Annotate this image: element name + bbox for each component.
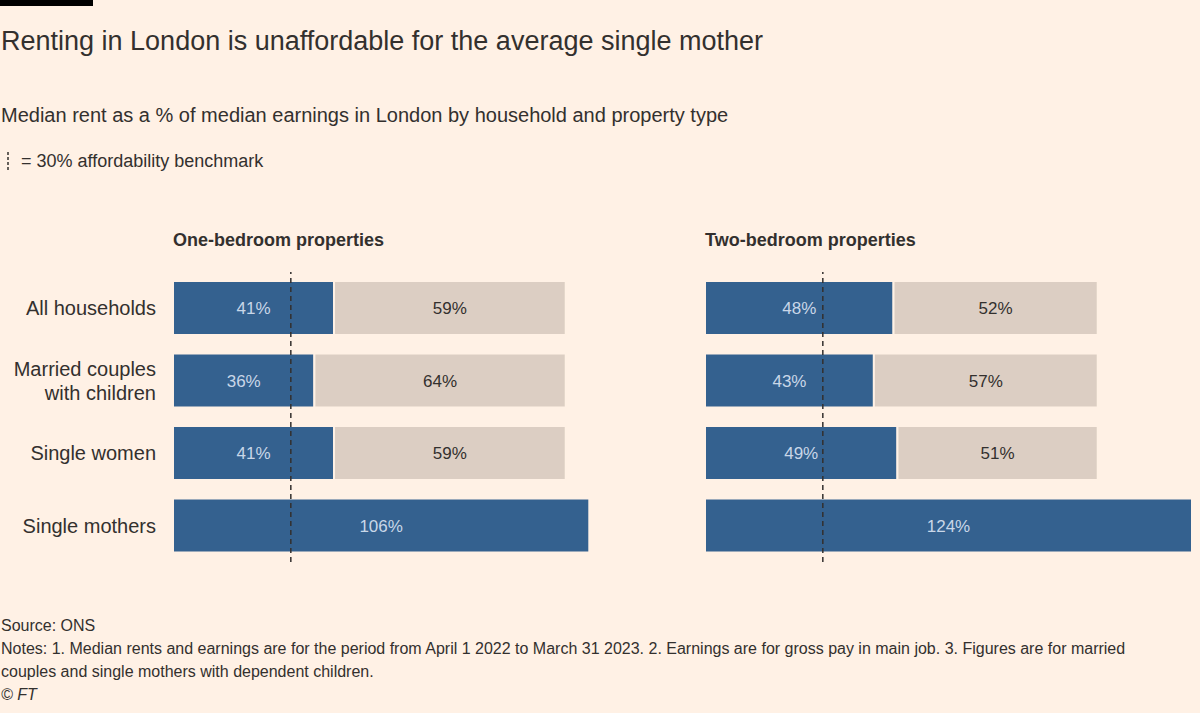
svg-text:Single mothers: Single mothers: [23, 515, 156, 537]
svg-text:52%: 52%: [979, 299, 1013, 318]
html-text:= 30% affordability benchmark: = 30% affordability benchmark: [21, 150, 264, 171]
html-text:Source: ONS: Source: ONS: [1, 617, 96, 634]
svg-text:41%: 41%: [236, 444, 270, 463]
svg-text:59%: 59%: [433, 299, 467, 318]
html-text:© FT: © FT: [1, 686, 37, 703]
svg-text:57%: 57%: [969, 372, 1003, 391]
html-text:Median rent as a % of median e: Median rent as a % of median earnings in…: [1, 104, 729, 126]
svg-text:36%: 36%: [227, 372, 261, 391]
svg-text:All households: All households: [26, 297, 156, 319]
svg-text:Single women: Single women: [30, 442, 156, 464]
svg-text:106%: 106%: [359, 517, 402, 536]
svg-text:49%: 49%: [784, 444, 818, 463]
html-text:Renting in London is unafforda: Renting in London is unaffordable for th…: [1, 26, 763, 56]
html-text:Two-bedroom properties: Two-bedroom properties: [705, 230, 916, 250]
svg-text:with children: with children: [44, 382, 156, 404]
html-text:Notes: 1. Median rents and ear: Notes: 1. Median rents and earnings are …: [1, 640, 1126, 680]
svg-text:51%: 51%: [981, 444, 1015, 463]
svg-text:43%: 43%: [772, 372, 806, 391]
svg-text:59%: 59%: [433, 444, 467, 463]
svg-text:41%: 41%: [236, 299, 270, 318]
svg-text:48%: 48%: [782, 299, 816, 318]
html-text:One-bedroom properties: One-bedroom properties: [173, 230, 384, 250]
svg-text:124%: 124%: [927, 517, 970, 536]
svg-text:64%: 64%: [423, 372, 457, 391]
svg-text:Married couples: Married couples: [14, 358, 156, 380]
